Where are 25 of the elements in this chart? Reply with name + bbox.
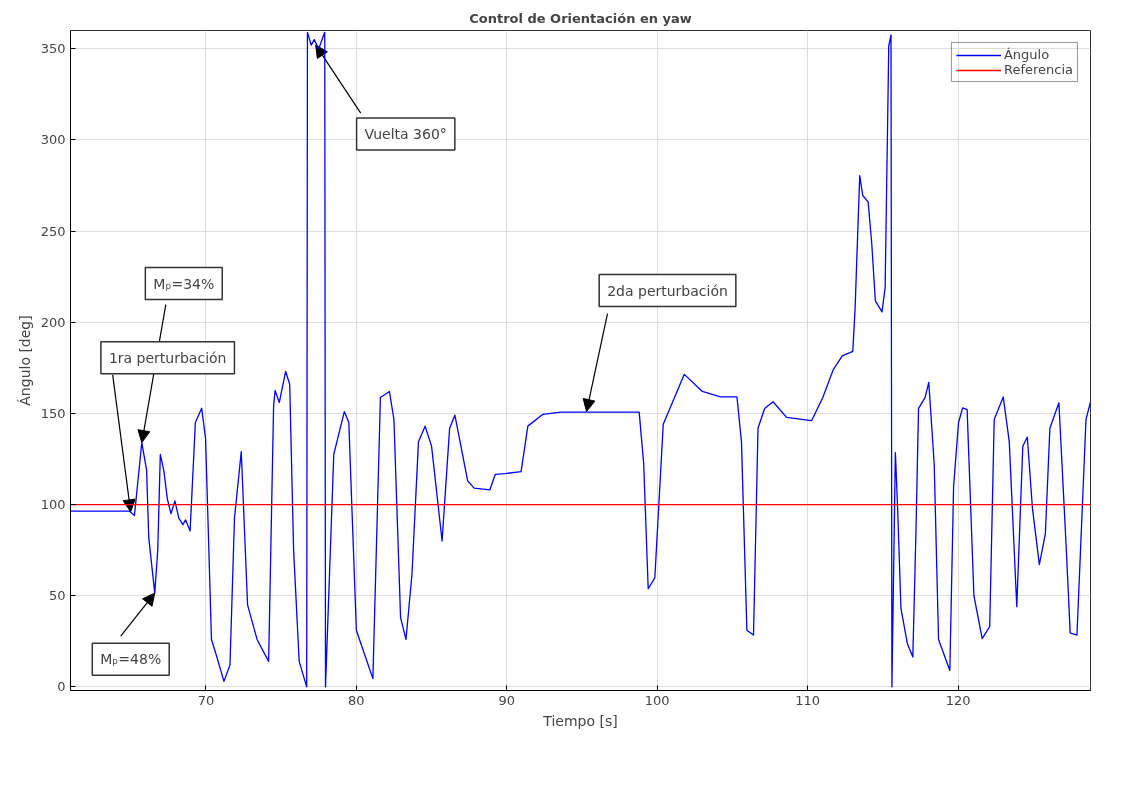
y-tick-label: 300: [40, 132, 66, 148]
y-tick-label: 350: [40, 41, 66, 57]
annotation: Mₚ=34%: [153, 275, 215, 292]
y-tick-label: 50: [48, 588, 66, 604]
x-tick-label: 120: [945, 692, 971, 708]
line-series: [70, 31, 1091, 688]
annotation: Mₚ=48%: [100, 651, 162, 668]
y-tick-label: 0: [57, 679, 66, 695]
x-tick-label: 90: [498, 692, 516, 708]
annotation: Vuelta 360°: [364, 126, 447, 143]
x-tick-label: 100: [644, 692, 670, 708]
y-axis-title: Ángulo [deg]: [16, 315, 33, 406]
y-tick-label: 150: [40, 405, 66, 421]
x-tick-label: 80: [348, 692, 365, 708]
y-tick-label: 250: [40, 223, 66, 239]
legend-label: Referencia: [1003, 62, 1073, 77]
x-tick-label: 70: [197, 692, 215, 708]
x-tick-label: 110: [795, 692, 821, 708]
legend-label: Ángulo: [1003, 47, 1050, 62]
x-axis-title: Tiempo [s]: [542, 712, 618, 729]
y-tick-label: 200: [40, 314, 66, 330]
annotation: 2da perturbación: [607, 282, 728, 299]
annotation: 1ra perturbación: [108, 349, 227, 366]
y-tick-label: 100: [40, 497, 66, 513]
chart-title: Control de Orientación en yaw: [469, 10, 692, 26]
